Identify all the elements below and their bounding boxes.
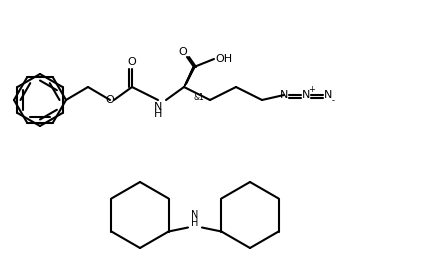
Text: H: H bbox=[191, 218, 199, 228]
Text: N: N bbox=[302, 90, 310, 100]
Text: OH: OH bbox=[215, 54, 233, 64]
Text: O: O bbox=[128, 57, 136, 67]
Text: +: + bbox=[309, 84, 316, 94]
Text: O: O bbox=[178, 47, 187, 57]
Text: H: H bbox=[154, 109, 162, 119]
Text: N: N bbox=[280, 90, 288, 100]
Text: N: N bbox=[154, 102, 162, 112]
Text: N: N bbox=[324, 90, 332, 100]
Text: N: N bbox=[191, 210, 199, 220]
Text: O: O bbox=[106, 95, 114, 105]
Text: &1: &1 bbox=[194, 93, 205, 101]
Text: -: - bbox=[332, 97, 335, 105]
Polygon shape bbox=[184, 67, 195, 87]
